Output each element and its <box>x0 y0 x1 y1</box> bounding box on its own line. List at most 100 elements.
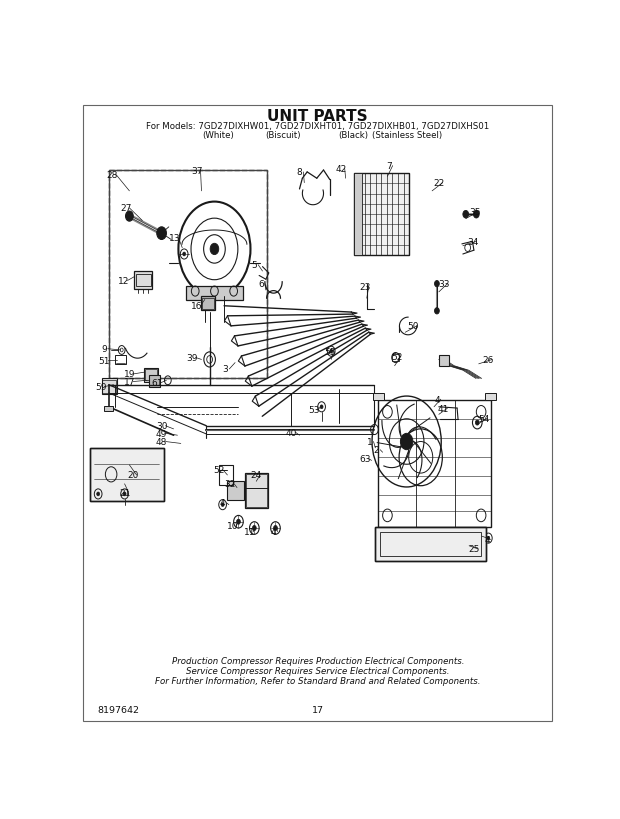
Circle shape <box>221 503 224 507</box>
Bar <box>145 369 157 381</box>
Text: 52: 52 <box>213 466 225 475</box>
Text: 37: 37 <box>191 166 202 175</box>
Text: UNIT PARTS: UNIT PARTS <box>267 108 368 124</box>
Text: 34: 34 <box>467 238 478 247</box>
Bar <box>104 406 113 411</box>
Text: 49: 49 <box>156 429 167 438</box>
Text: 12: 12 <box>118 277 130 286</box>
Text: 4: 4 <box>434 396 440 405</box>
Bar <box>102 380 116 393</box>
Text: 42: 42 <box>335 165 347 174</box>
Bar <box>376 527 486 562</box>
Text: 24: 24 <box>250 471 262 480</box>
Text: 59: 59 <box>95 382 106 391</box>
Circle shape <box>273 526 277 531</box>
Circle shape <box>435 308 440 314</box>
Circle shape <box>476 420 479 426</box>
Text: 16: 16 <box>191 302 202 311</box>
Circle shape <box>157 228 166 240</box>
Text: 35: 35 <box>469 207 481 216</box>
Text: 3: 3 <box>223 365 228 374</box>
Text: 22: 22 <box>433 179 445 188</box>
Text: 9: 9 <box>101 345 107 354</box>
Circle shape <box>97 492 100 496</box>
Bar <box>246 475 267 507</box>
Text: 17: 17 <box>312 705 324 714</box>
Text: 30: 30 <box>156 422 167 431</box>
Bar <box>354 174 409 256</box>
Bar <box>89 448 164 502</box>
Text: 51: 51 <box>98 356 110 365</box>
Text: 63: 63 <box>359 455 371 464</box>
Circle shape <box>125 212 133 222</box>
Circle shape <box>183 253 185 256</box>
Circle shape <box>401 434 413 450</box>
Text: 39: 39 <box>186 354 198 363</box>
Text: 25: 25 <box>468 545 480 554</box>
Text: 33: 33 <box>438 280 450 289</box>
Text: 5: 5 <box>252 261 257 270</box>
Bar <box>136 274 151 287</box>
Text: 10: 10 <box>226 522 238 531</box>
Text: 4: 4 <box>271 527 277 536</box>
Text: 11: 11 <box>244 527 255 536</box>
Circle shape <box>487 536 490 541</box>
Circle shape <box>330 350 333 354</box>
Text: 32: 32 <box>224 480 236 489</box>
Text: (Biscuit): (Biscuit) <box>265 130 301 139</box>
Bar <box>89 448 164 502</box>
Circle shape <box>463 211 469 219</box>
Text: 7: 7 <box>386 162 392 171</box>
Bar <box>144 369 158 382</box>
Text: 2: 2 <box>374 446 379 455</box>
Text: 1: 1 <box>367 437 373 446</box>
Text: For Further Information, Refer to Standard Brand and Related Components.: For Further Information, Refer to Standa… <box>155 676 480 686</box>
Circle shape <box>474 211 479 219</box>
Bar <box>376 527 486 562</box>
Text: 4: 4 <box>484 536 490 544</box>
Bar <box>102 379 117 395</box>
Text: 8197642: 8197642 <box>98 705 140 714</box>
Bar <box>228 482 244 500</box>
Bar <box>149 376 160 387</box>
Text: 48: 48 <box>156 437 167 446</box>
Bar <box>485 393 495 401</box>
Bar <box>185 287 243 301</box>
Text: 20: 20 <box>127 471 138 480</box>
Bar <box>202 297 215 310</box>
Text: 53: 53 <box>308 406 320 415</box>
Bar <box>354 174 363 256</box>
Text: 54: 54 <box>478 414 489 423</box>
Circle shape <box>252 526 256 531</box>
Bar <box>380 532 481 557</box>
Text: 28: 28 <box>107 170 118 179</box>
Bar <box>115 355 125 365</box>
Text: 41: 41 <box>438 404 450 413</box>
Text: 61: 61 <box>151 379 162 388</box>
Circle shape <box>237 519 241 525</box>
Bar <box>439 355 450 367</box>
Text: (Stainless Steel): (Stainless Steel) <box>372 130 442 139</box>
Text: 40: 40 <box>286 428 297 437</box>
Text: 8: 8 <box>296 168 303 177</box>
Text: 52: 52 <box>391 352 403 361</box>
Bar <box>134 272 153 289</box>
Text: 13: 13 <box>169 233 180 242</box>
Circle shape <box>320 405 323 410</box>
Bar <box>378 401 491 527</box>
Text: (Black): (Black) <box>339 130 368 139</box>
Bar <box>108 171 267 379</box>
Bar <box>373 393 384 401</box>
Bar <box>219 465 232 486</box>
Text: 55: 55 <box>324 347 335 356</box>
Text: 23: 23 <box>359 283 371 292</box>
Circle shape <box>210 244 219 256</box>
Text: 27: 27 <box>120 204 131 213</box>
Text: Service Compressor Requires Service Electrical Components.: Service Compressor Requires Service Elec… <box>186 667 450 676</box>
Bar <box>392 355 399 362</box>
Text: 6: 6 <box>258 280 264 289</box>
Text: 19: 19 <box>123 370 135 379</box>
Circle shape <box>123 492 126 496</box>
Text: (White): (White) <box>202 130 234 139</box>
Text: 21: 21 <box>119 488 130 497</box>
